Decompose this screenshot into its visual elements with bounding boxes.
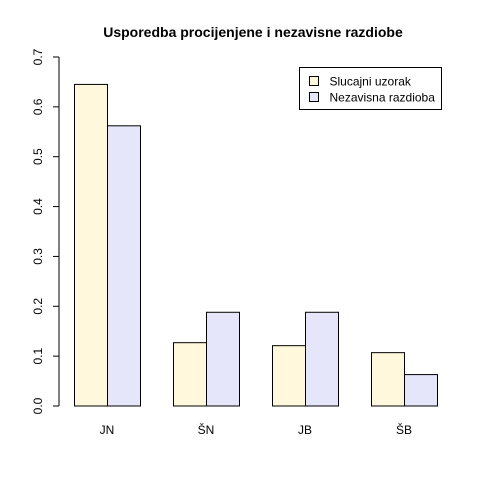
legend: Slucajni uzorak Nezavisna razdioba [299, 67, 442, 110]
bar-ŠN-1 [173, 342, 207, 407]
legend-box [299, 67, 442, 110]
legend-label: Slucajni uzorak [330, 75, 412, 89]
bar-JN-1 [74, 83, 108, 407]
bars-group [74, 83, 438, 407]
legend-swatch [309, 76, 319, 86]
y-tick-label: 0.2 [31, 298, 45, 315]
chart-title: Usporedba procijenjene i nezavisne razdi… [103, 24, 403, 40]
y-tick-label: 0.4 [31, 198, 45, 215]
x-tick-label: JB [298, 423, 312, 437]
y-tick-label: 0.1 [31, 347, 45, 364]
bar-ŠB-1 [371, 352, 405, 407]
bar-JN-2 [107, 125, 141, 407]
bar-ŠN-2 [206, 311, 240, 407]
bar-JB-1 [272, 345, 306, 407]
y-tick-label: 0.3 [31, 248, 45, 265]
y-tick-label: 0.0 [31, 397, 45, 414]
x-tick-label: ŠN [198, 422, 215, 437]
x-tick-label: JN [100, 423, 115, 437]
x-axis-labels: JN ŠN JB ŠB [100, 422, 412, 437]
y-tick-label: 0.6 [31, 98, 45, 115]
bar-JB-2 [305, 311, 339, 407]
y-tick-label: 0.7 [31, 48, 45, 65]
bar-ŠB-2 [404, 374, 438, 407]
legend-swatch [309, 92, 319, 102]
legend-label: Nezavisna razdioba [330, 91, 436, 105]
y-tick-label: 0.5 [31, 148, 45, 165]
x-tick-label: ŠB [396, 422, 412, 437]
y-axis: 0.0 0.1 0.2 0.3 0.4 0.5 0.6 0.7 [31, 48, 60, 414]
